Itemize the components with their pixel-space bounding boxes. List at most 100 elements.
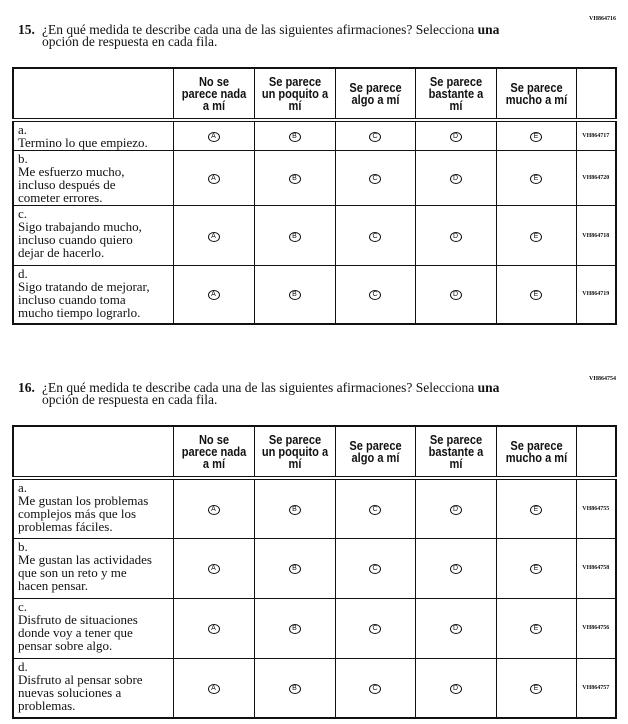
- item-code: VH864719: [575, 265, 617, 324]
- response-bubble-c[interactable]: C: [369, 231, 381, 242]
- response-bubble-e[interactable]: E: [530, 504, 542, 515]
- item-text: Sigo trabajando mucho, incluso cuando qu…: [18, 219, 142, 260]
- item-letter: a.: [18, 480, 28, 495]
- response-bubble-b[interactable]: B: [288, 683, 301, 694]
- response-bubble-a[interactable]: A: [207, 132, 220, 142]
- option-cell: B: [253, 119, 336, 151]
- header-blank: [12, 67, 174, 121]
- column-header: Se parece un poquito a mí: [253, 67, 336, 121]
- item-letter: a.: [18, 122, 28, 137]
- response-bubble-b[interactable]: B: [288, 624, 301, 634]
- option-cell: D: [414, 597, 497, 659]
- response-bubble-c[interactable]: C: [369, 624, 381, 634]
- response-bubble-b[interactable]: B: [288, 231, 301, 242]
- item-letter: d.: [18, 658, 28, 674]
- option-cell: C: [334, 657, 416, 719]
- item-text: Disfruto al pensar sobre nuevas solucion…: [18, 671, 143, 713]
- response-bubble-d[interactable]: D: [449, 290, 462, 301]
- item-statement: c.Disfruto de situaciones donde voy a te…: [12, 597, 174, 659]
- column-header: No se parece nada a mí: [172, 67, 255, 121]
- response-bubble-d[interactable]: D: [449, 231, 462, 242]
- response-bubble-c[interactable]: C: [369, 132, 381, 142]
- option-cell: E: [495, 150, 577, 206]
- response-bubble-a[interactable]: A: [207, 231, 220, 242]
- response-bubble-a[interactable]: A: [207, 174, 220, 184]
- response-bubble-a[interactable]: A: [207, 683, 220, 694]
- item-text: Me gustan los problemas complejos más qu…: [18, 493, 149, 534]
- column-header: Se parece mucho a mí: [495, 425, 577, 479]
- response-bubble-c[interactable]: C: [369, 290, 381, 301]
- item-code: VH864720: [575, 150, 617, 206]
- response-bubble-b[interactable]: B: [288, 564, 301, 574]
- option-cell: A: [172, 265, 255, 324]
- option-cell: B: [253, 150, 336, 206]
- option-cell: A: [172, 597, 255, 659]
- header-blank: [575, 67, 617, 121]
- response-bubble-b[interactable]: B: [288, 290, 301, 301]
- response-bubble-d[interactable]: D: [449, 174, 462, 184]
- response-bubble-b[interactable]: B: [288, 174, 301, 184]
- column-header: Se parece algo a mí: [334, 425, 416, 479]
- item-statement: a.Termino lo que empiezo.: [12, 119, 174, 151]
- column-header: Se parece un poquito a mí: [253, 425, 336, 479]
- column-header: Se parece bastante a mí: [414, 425, 497, 479]
- table-row: b.Me esfuerzo mucho, incluso después de …: [12, 150, 617, 206]
- response-bubble-b[interactable]: B: [288, 504, 301, 515]
- response-bubble-a[interactable]: A: [207, 290, 220, 301]
- response-bubble-d[interactable]: D: [449, 132, 462, 142]
- response-bubble-d[interactable]: D: [449, 504, 462, 515]
- response-bubble-a[interactable]: A: [207, 564, 220, 574]
- response-bubble-e[interactable]: E: [530, 231, 542, 242]
- question-emphasis: una: [477, 380, 500, 395]
- item-letter: d.: [18, 266, 28, 281]
- option-cell: B: [253, 265, 336, 324]
- question-line1: ¿En qué medida te describe cada una de l…: [42, 380, 475, 395]
- header-row: No se parece nada a mí Se parece un poqui…: [12, 67, 617, 121]
- question-line1: ¿En qué medida te describe cada una de l…: [42, 22, 475, 37]
- response-table: No se parece nada a mí Se parece un poqui…: [12, 425, 617, 719]
- response-bubble-d[interactable]: D: [449, 564, 462, 574]
- question-code: VH864716: [589, 16, 616, 22]
- header-blank: [575, 425, 617, 479]
- response-bubble-c[interactable]: C: [369, 564, 381, 574]
- item-code: VH864756: [575, 597, 617, 659]
- response-bubble-a[interactable]: A: [207, 504, 220, 515]
- response-bubble-e[interactable]: E: [530, 624, 542, 634]
- question-text: 16. ¿En qué medida te describe cada una d…: [18, 380, 548, 407]
- column-header: Se parece mucho a mí: [495, 67, 577, 121]
- item-letter: b.: [18, 151, 28, 166]
- response-bubble-d[interactable]: D: [449, 624, 462, 634]
- table-row: c.Disfruto de situaciones donde voy a te…: [12, 597, 617, 659]
- question-code: VH864754: [589, 376, 616, 382]
- response-bubble-e[interactable]: E: [530, 174, 542, 184]
- response-bubble-d[interactable]: D: [449, 683, 462, 694]
- response-bubble-e[interactable]: E: [530, 564, 542, 574]
- question-number: 15.: [18, 22, 35, 37]
- response-bubble-c[interactable]: C: [369, 174, 381, 184]
- response-bubble-c[interactable]: C: [369, 683, 381, 694]
- item-letter: c.: [18, 598, 28, 614]
- item-code: VH864755: [575, 477, 617, 539]
- response-bubble-e[interactable]: E: [530, 683, 542, 694]
- option-cell: C: [334, 597, 416, 659]
- table-row: c.Sigo trabajando mucho, incluso cuando …: [12, 205, 617, 266]
- item-statement: c.Sigo trabajando mucho, incluso cuando …: [12, 205, 174, 266]
- item-text: Disfruto de situaciones donde voy a tene…: [18, 611, 138, 653]
- response-bubble-e[interactable]: E: [530, 132, 542, 142]
- option-cell: D: [414, 657, 497, 719]
- question-text: 15. ¿En qué medida te describe cada una d…: [18, 22, 548, 49]
- option-cell: B: [253, 597, 336, 659]
- header-blank: [12, 425, 174, 479]
- column-header: Se parece algo a mí: [334, 67, 416, 121]
- option-cell: D: [414, 205, 497, 266]
- response-bubble-b[interactable]: B: [288, 132, 301, 142]
- item-letter: b.: [18, 538, 28, 554]
- response-bubble-e[interactable]: E: [530, 290, 542, 301]
- option-cell: B: [253, 205, 336, 266]
- option-cell: E: [495, 205, 577, 266]
- option-cell: D: [414, 537, 497, 599]
- response-bubble-a[interactable]: A: [207, 624, 220, 634]
- option-cell: B: [253, 537, 336, 599]
- response-bubble-c[interactable]: C: [369, 504, 381, 515]
- table-row: d.Sigo tratando de mejorar, incluso cuan…: [12, 265, 617, 324]
